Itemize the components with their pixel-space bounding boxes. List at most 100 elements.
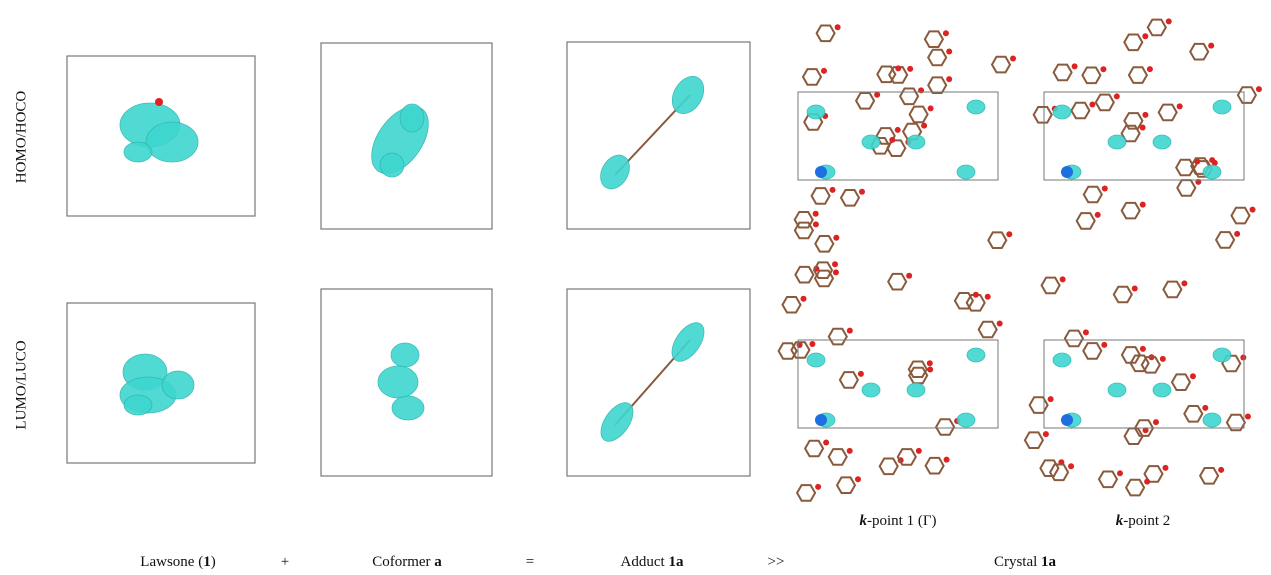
molecule-ring	[812, 261, 834, 279]
oxygen-atom	[915, 447, 922, 454]
oxygen-atom	[906, 272, 913, 279]
oxygen-atom	[942, 30, 949, 37]
oxygen-atom	[1162, 464, 1169, 471]
oxygen-atom	[1139, 345, 1146, 352]
oxygen-atom	[800, 295, 807, 302]
oxygen-atom	[1181, 280, 1188, 287]
bottom-label-part: >>	[768, 554, 785, 570]
molecule-ring	[1082, 185, 1103, 204]
oxygen-atom	[1189, 373, 1196, 380]
oxygen-atom	[855, 476, 862, 483]
oxygen-atom	[832, 269, 839, 276]
orbital-core	[815, 414, 827, 426]
oxygen-atom	[1208, 42, 1215, 49]
orbital-core	[1061, 414, 1073, 426]
molecule-ring	[1075, 212, 1096, 230]
molecule-ring	[1183, 405, 1204, 423]
orbital-lobe	[861, 134, 881, 150]
molecule-ring	[777, 342, 798, 360]
oxygen-atom	[846, 327, 853, 334]
molecule-ring	[1157, 103, 1178, 122]
molecule-ring	[1123, 33, 1144, 52]
panel-coformer-lumo	[320, 288, 493, 477]
molecule-ring	[1070, 101, 1091, 120]
oxygen-atom	[820, 67, 827, 74]
oxygen-atom	[1042, 431, 1049, 438]
molecule-ring	[1170, 373, 1192, 391]
orbital-lobe	[1152, 382, 1172, 398]
unit-cell	[797, 339, 999, 429]
molecule-ring	[854, 92, 876, 110]
oxygen-atom	[833, 234, 840, 241]
molecule-ring	[923, 30, 945, 48]
oxygen-atom	[823, 439, 830, 446]
molecule-ring	[1236, 86, 1258, 104]
orbital-lobe	[956, 412, 976, 428]
bottom-label-part: Crystal	[994, 554, 1041, 570]
molecule-ring	[815, 24, 836, 43]
oxygen-atom	[1006, 231, 1013, 238]
oxygen-atom	[829, 186, 836, 193]
molecule-ring	[878, 457, 899, 476]
bottom-label: Coformer a	[372, 554, 442, 570]
oxygen-atom	[834, 24, 841, 31]
molecule-ring	[1028, 396, 1049, 414]
molecule-ring	[827, 327, 848, 346]
panel-lawsone-lumo	[66, 302, 256, 464]
orbital-lobe	[1202, 412, 1222, 428]
oxygen-atom	[1068, 463, 1075, 470]
oxygen-atom	[1209, 157, 1216, 164]
oxygen-atom	[858, 188, 865, 195]
orbital-lobe	[956, 164, 976, 180]
molecule-ring	[908, 105, 929, 124]
oxygen-atom	[1176, 103, 1183, 110]
oxygen-atom	[927, 105, 934, 112]
molecule-ring	[793, 211, 814, 229]
bottom-label-part: 1a	[668, 554, 684, 570]
orbital-core	[815, 166, 827, 178]
molecule-ring	[1214, 231, 1236, 249]
oxygen-atom	[1255, 86, 1262, 93]
oxygen-atom	[1202, 404, 1209, 411]
bottom-label-part: 1	[203, 554, 211, 570]
bottom-label-part: a	[434, 554, 442, 570]
unit-cell	[1043, 339, 1245, 429]
molecule-ring	[801, 68, 823, 86]
molecule-ring	[1039, 459, 1060, 477]
oxygen-atom	[895, 65, 902, 72]
oxygen-atom	[946, 76, 953, 83]
molecule-ring	[977, 320, 998, 339]
molecule-ring	[1023, 431, 1045, 449]
oxygen-atom	[984, 293, 991, 300]
molecule-ring	[1081, 66, 1102, 85]
oxygen-atom	[1142, 111, 1149, 118]
molecule-ring	[898, 87, 920, 106]
bottom-label: =	[526, 554, 534, 570]
panel-adduct-lumo	[566, 288, 751, 477]
orbital-lobe	[966, 347, 986, 363]
molecule-ring	[908, 366, 929, 385]
kpoint-label: k-point 2	[1116, 513, 1171, 529]
molecule-ring	[781, 296, 802, 314]
oxygen-atom	[1234, 230, 1241, 237]
crystal-panel	[1032, 18, 1262, 249]
oxygen-atom	[1082, 329, 1089, 336]
orbital-lobe	[1107, 134, 1127, 150]
orbital-lobe	[1202, 164, 1222, 180]
orbital-lobe	[1052, 104, 1072, 120]
molecule-ring	[1176, 179, 1197, 197]
molecule-ring	[839, 189, 861, 207]
molecule-ring	[876, 65, 897, 84]
oxygen-atom	[946, 48, 953, 55]
molecule-ring	[1097, 470, 1119, 489]
molecule-ring	[794, 265, 815, 284]
oxygen-atom	[926, 360, 933, 367]
oxygen-atom	[857, 370, 864, 377]
molecule-ring	[1052, 63, 1073, 82]
molecule-ring	[1162, 280, 1183, 299]
molecule-ring	[1225, 413, 1247, 432]
molecule-ring	[1230, 206, 1251, 225]
molecule-ring	[1140, 356, 1161, 374]
bottom-label-part: Adduct	[621, 554, 669, 570]
molecule-ring	[875, 127, 896, 145]
